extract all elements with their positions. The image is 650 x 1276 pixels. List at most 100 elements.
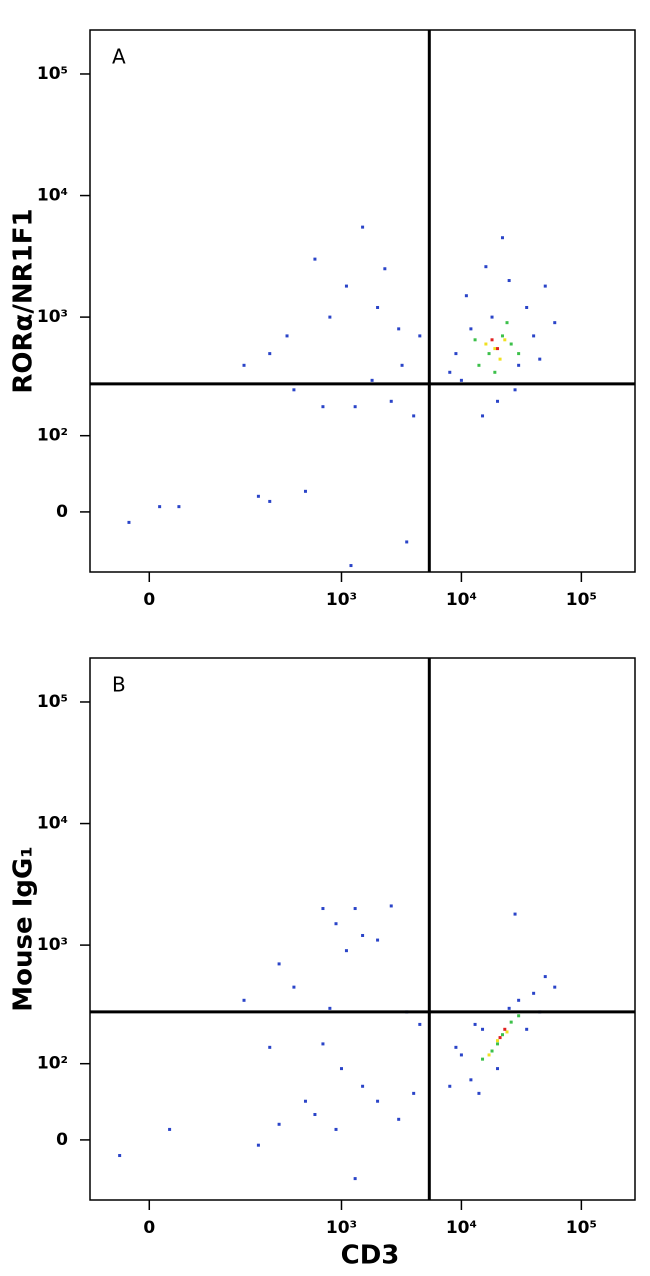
- event-dot: [292, 388, 296, 392]
- event-dot: [505, 1030, 509, 1034]
- panel-label: B: [112, 673, 126, 697]
- event-dot: [389, 399, 393, 403]
- event-dot: [353, 907, 357, 911]
- event-dot: [353, 1177, 357, 1181]
- event-dot: [268, 352, 272, 356]
- event-dot: [525, 1027, 529, 1031]
- event-dot: [454, 352, 458, 356]
- y-tick-label: 10⁴: [37, 186, 68, 206]
- event-dot: [376, 1099, 380, 1103]
- event-dot: [496, 399, 500, 403]
- panel-label: A: [112, 45, 126, 69]
- event-dot: [303, 489, 307, 493]
- event-dot: [481, 414, 485, 418]
- event-dot: [532, 334, 536, 338]
- event-dot: [517, 352, 521, 356]
- event-dot: [477, 363, 481, 367]
- event-dot: [490, 338, 494, 342]
- event-dot: [285, 334, 289, 338]
- event-dot: [507, 1006, 511, 1010]
- event-dot: [500, 1033, 504, 1037]
- event-dot: [339, 1067, 343, 1071]
- event-dot: [484, 265, 488, 269]
- event-dot: [498, 357, 502, 361]
- event-dot: [553, 321, 557, 325]
- event-dot: [376, 305, 380, 309]
- event-dot: [464, 294, 468, 298]
- x-axis-label: CD3: [341, 1241, 400, 1271]
- y-tick-label: 10²: [37, 1054, 68, 1074]
- event-dot: [412, 414, 416, 418]
- y-tick-label: 10⁵: [37, 692, 68, 712]
- event-dot: [525, 305, 529, 309]
- y-tick-label: 10³: [37, 307, 68, 327]
- event-dot: [277, 962, 281, 966]
- event-dot: [268, 499, 272, 503]
- event-dot: [459, 378, 463, 382]
- event-dot: [513, 912, 517, 916]
- event-dot: [328, 1006, 332, 1010]
- event-dot: [459, 1053, 463, 1057]
- x-tick-label: 10³: [326, 590, 357, 610]
- plot-frame: [89, 29, 636, 573]
- event-dot: [496, 1039, 500, 1043]
- x-tick-label: 10⁴: [446, 1218, 477, 1238]
- event-dot: [376, 938, 380, 942]
- y-tick-label: 0: [56, 502, 68, 522]
- event-dot: [292, 985, 296, 989]
- event-dot: [397, 327, 401, 331]
- event-dot: [517, 363, 521, 367]
- x-tick-label: 0: [143, 590, 155, 610]
- event-dot: [469, 327, 473, 331]
- event-dot: [344, 949, 348, 953]
- event-dot: [418, 334, 422, 338]
- event-dot: [118, 1154, 122, 1158]
- event-dot: [493, 370, 497, 374]
- event-dot: [370, 378, 374, 382]
- event-dot: [328, 315, 332, 319]
- event-dot: [484, 342, 488, 346]
- x-tick-label: 10⁴: [446, 590, 477, 610]
- event-dot: [383, 267, 387, 271]
- event-dot: [507, 279, 511, 283]
- event-dot: [538, 357, 542, 361]
- event-dot: [277, 1122, 281, 1126]
- event-dot: [543, 284, 547, 288]
- y-tick-label: 10⁴: [37, 814, 68, 834]
- event-dot: [477, 1091, 481, 1095]
- y-axis-label: Mouse IgG₁: [9, 846, 39, 1011]
- event-dot: [532, 991, 536, 995]
- event-dot: [361, 1084, 365, 1088]
- event-dot: [473, 338, 477, 342]
- event-dot: [361, 933, 365, 937]
- event-dot: [177, 505, 181, 509]
- event-dot: [481, 1057, 485, 1061]
- x-tick-label: 0: [143, 1218, 155, 1238]
- y-tick-label: 10⁵: [37, 64, 68, 84]
- event-dot: [313, 257, 317, 261]
- event-dot: [543, 975, 547, 979]
- event-dot: [268, 1045, 272, 1049]
- event-dot: [418, 1022, 422, 1026]
- event-dot: [400, 363, 404, 367]
- event-dot: [242, 363, 246, 367]
- x-tick-label: 10³: [326, 1218, 357, 1238]
- event-dot: [397, 1117, 401, 1121]
- event-dot: [303, 1099, 307, 1103]
- event-dot: [321, 907, 325, 911]
- event-dot: [517, 998, 521, 1002]
- y-tick-label: 10²: [37, 426, 68, 446]
- event-dot: [481, 1027, 485, 1031]
- event-dot: [313, 1113, 317, 1117]
- event-dot: [473, 1022, 477, 1026]
- event-dot: [349, 564, 353, 568]
- event-dot: [487, 1053, 491, 1057]
- event-dot: [321, 405, 325, 409]
- event-dot: [509, 1020, 513, 1024]
- event-dot: [503, 338, 507, 342]
- event-dot: [513, 388, 517, 392]
- event-dot: [498, 1036, 502, 1040]
- event-dot: [503, 1027, 507, 1031]
- y-tick-label: 0: [56, 1130, 68, 1150]
